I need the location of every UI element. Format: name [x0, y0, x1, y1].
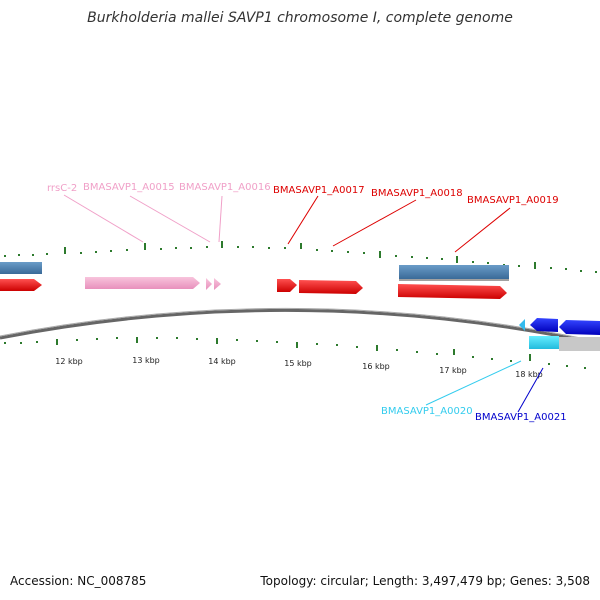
ruler-label: 15 kbp: [284, 359, 312, 368]
gene-bar-A0020[interactable]: [529, 336, 559, 349]
ruler-label: 14 kbp: [208, 357, 236, 366]
ruler-label: 17 kbp: [439, 366, 467, 375]
feature-label-A0017[interactable]: BMASAVP1_A0017: [273, 185, 365, 196]
feature-label-A0021[interactable]: BMASAVP1_A0021: [475, 412, 567, 423]
cds-arrow-A0019[interactable]: [398, 284, 507, 299]
chromosome-backbone: [0, 308, 600, 346]
cds-arrow-small[interactable]: [519, 319, 525, 331]
feature-label-A0016[interactable]: BMASAVP1_A0016: [179, 182, 271, 193]
cds-arrow[interactable]: [0, 279, 42, 291]
inner-tick-ring: [4, 337, 586, 369]
gene-bar[interactable]: [399, 265, 509, 279]
ruler-label: 16 kbp: [362, 362, 390, 371]
genome-title: Burkholderia mallei SAVP1 chromosome I, …: [87, 10, 513, 26]
feature-label-A0018[interactable]: BMASAVP1_A0018: [371, 188, 463, 199]
ruler-label: 12 kbp: [55, 357, 83, 366]
gene-bar[interactable]: [0, 262, 42, 274]
feature-label-A0015[interactable]: BMASAVP1_A0015: [83, 182, 175, 193]
cds-arrow-A0018[interactable]: [299, 280, 363, 294]
leader-lines: [63, 194, 544, 413]
cds-arrow-A0017[interactable]: [277, 279, 297, 292]
ruler-label: 18 kbp: [515, 370, 543, 379]
ruler-label: 13 kbp: [132, 356, 160, 365]
rna-arrow-rrsC-2[interactable]: [85, 277, 200, 289]
feature-labels: rrsC-2 BMASAVP1_A0015 BMASAVP1_A0016 BMA…: [47, 182, 567, 423]
feature-label-rrsC-2[interactable]: rrsC-2: [47, 183, 77, 194]
reverse-track: [519, 318, 600, 351]
cds-arrow-A0021[interactable]: [530, 318, 558, 332]
cds-track: [0, 277, 507, 299]
rna-arrow-A0016[interactable]: [214, 278, 221, 290]
gene-bar-grey[interactable]: [559, 337, 600, 351]
accession-text: Accession: NC_008785: [10, 574, 147, 588]
cds-arrow-blue[interactable]: [559, 320, 600, 335]
feature-label-A0019[interactable]: BMASAVP1_A0019: [467, 195, 559, 206]
feature-label-A0020[interactable]: BMASAVP1_A0020: [381, 406, 473, 417]
gene-track: [0, 262, 509, 281]
rna-arrow-A0015[interactable]: [206, 278, 212, 290]
genome-stats-text: Topology: circular; Length: 3,497,479 bp…: [260, 574, 590, 588]
ruler-labels: 12 kbp 13 kbp 14 kbp 15 kbp 16 kbp 17 kb…: [55, 356, 543, 379]
